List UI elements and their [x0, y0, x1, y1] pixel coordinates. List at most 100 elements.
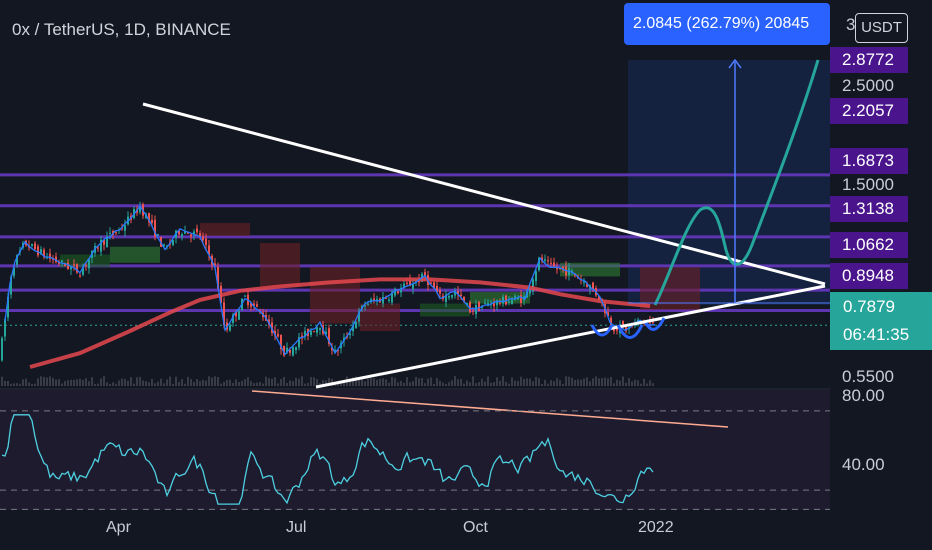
candle-body-98	[295, 347, 297, 351]
volume-bar-2	[7, 381, 9, 386]
volume-bar-91	[274, 377, 276, 386]
candle-body-49	[148, 213, 150, 223]
currency-button[interactable]: USDT	[855, 13, 908, 43]
volume-bar-122	[367, 378, 369, 386]
volume-bar-44	[133, 383, 135, 386]
volume-bar-155	[466, 380, 468, 386]
symbol-title[interactable]: 0x / TetherUS, 1D, BINANCE	[12, 20, 231, 39]
volume-bar-190	[571, 377, 573, 386]
volume-bar-217	[652, 383, 654, 386]
volume-bar-89	[268, 378, 270, 386]
volume-bar-85	[256, 382, 258, 386]
volume-bar-156	[469, 382, 471, 386]
candle-body-119	[358, 311, 360, 322]
candle-body-111	[334, 349, 336, 353]
level-label-0-8948: 0.8948	[830, 263, 908, 289]
candle-body-167	[502, 296, 504, 304]
volume-bar-162	[487, 376, 489, 386]
volume-bar-184	[553, 381, 555, 386]
volume-bar-166	[499, 380, 501, 386]
volume-bar-29	[88, 381, 90, 386]
volume-bar-50	[151, 378, 153, 386]
volume-bar-99	[298, 378, 300, 386]
volume-bar-92	[277, 383, 279, 386]
candle-body-153	[460, 294, 462, 297]
volume-bar-26	[79, 378, 81, 386]
candle-body-68	[205, 238, 207, 245]
candle-body-157	[472, 310, 474, 312]
measure-arrow-head	[728, 58, 742, 69]
volume-bar-70	[211, 377, 213, 386]
volume-bar-32	[97, 383, 99, 386]
volume-bar-207	[622, 376, 624, 386]
level-label-1-0662: 1.0662	[830, 232, 908, 258]
candle-body-67	[202, 236, 204, 241]
candle-body-202	[607, 312, 609, 317]
volume-bar-56	[169, 376, 171, 386]
volume-bar-30	[91, 377, 93, 386]
candle-body-190	[571, 270, 573, 272]
volume-bar-52	[157, 381, 159, 386]
candle-body-3	[10, 277, 12, 295]
volume-bar-186	[559, 380, 561, 386]
candle-body-151	[454, 290, 456, 296]
volume-bar-216	[649, 380, 651, 386]
volume-bar-188	[565, 376, 567, 386]
volume-bar-201	[604, 377, 606, 386]
volume-bar-145	[436, 378, 438, 386]
candle-body-24	[73, 264, 75, 266]
volume-bar-33	[100, 378, 102, 386]
candle-body-158	[475, 304, 477, 315]
volume-bar-192	[577, 379, 579, 386]
volume-bar-94	[283, 377, 285, 386]
volume-bar-209	[628, 378, 630, 386]
volume-bar-76	[229, 379, 231, 386]
volume-bar-49	[148, 382, 150, 386]
volume-bar-135	[406, 377, 408, 386]
volume-bar-15	[46, 377, 48, 386]
cloud-block-2	[200, 223, 250, 237]
volume-bar-103	[310, 377, 312, 386]
volume-bar-11	[34, 383, 36, 386]
volume-bar-182	[547, 383, 549, 386]
volume-bar-1	[4, 381, 6, 386]
price-tick-2-5: 2.5000	[842, 76, 894, 95]
candle-body-64	[193, 231, 195, 235]
volume-bar-138	[415, 377, 417, 386]
rsi-tick-80: 80.00	[842, 386, 885, 405]
volume-bar-140	[421, 378, 423, 386]
volume-bar-151	[454, 376, 456, 386]
candle-body-129	[388, 299, 390, 301]
volume-bar-204	[613, 383, 615, 386]
volume-bar-146	[439, 380, 441, 386]
volume-bar-88	[265, 376, 267, 386]
candle-body-81	[244, 295, 246, 297]
candle-body-36	[109, 232, 111, 234]
volume-bar-121	[364, 381, 366, 386]
candle-body-4	[13, 267, 15, 276]
candle-body-117	[352, 325, 354, 332]
volume-bar-10	[31, 383, 33, 386]
candle-body-23	[70, 266, 72, 270]
volume-bar-86	[259, 382, 261, 386]
volume-bar-210	[631, 381, 633, 386]
candle-body-199	[598, 296, 600, 300]
volume-bar-176	[529, 378, 531, 386]
candle-body-161	[484, 303, 486, 305]
triangle-upper-trendline	[142, 102, 826, 286]
candle-body-94	[283, 345, 285, 356]
volume-bar-25	[76, 379, 78, 386]
candle-body-176	[529, 288, 531, 294]
volume-bar-129	[388, 382, 390, 386]
candle-body-172	[517, 297, 519, 300]
candle-body-194	[583, 281, 585, 283]
volume-bar-144	[433, 383, 435, 386]
candle-body-54	[163, 244, 165, 247]
volume-bar-180	[541, 383, 543, 386]
volume-bar-171	[514, 380, 516, 386]
rsi-pane	[0, 390, 830, 510]
candle-body-156	[469, 301, 471, 313]
volume-bar-74	[223, 381, 225, 386]
volume-bar-154	[463, 383, 465, 386]
